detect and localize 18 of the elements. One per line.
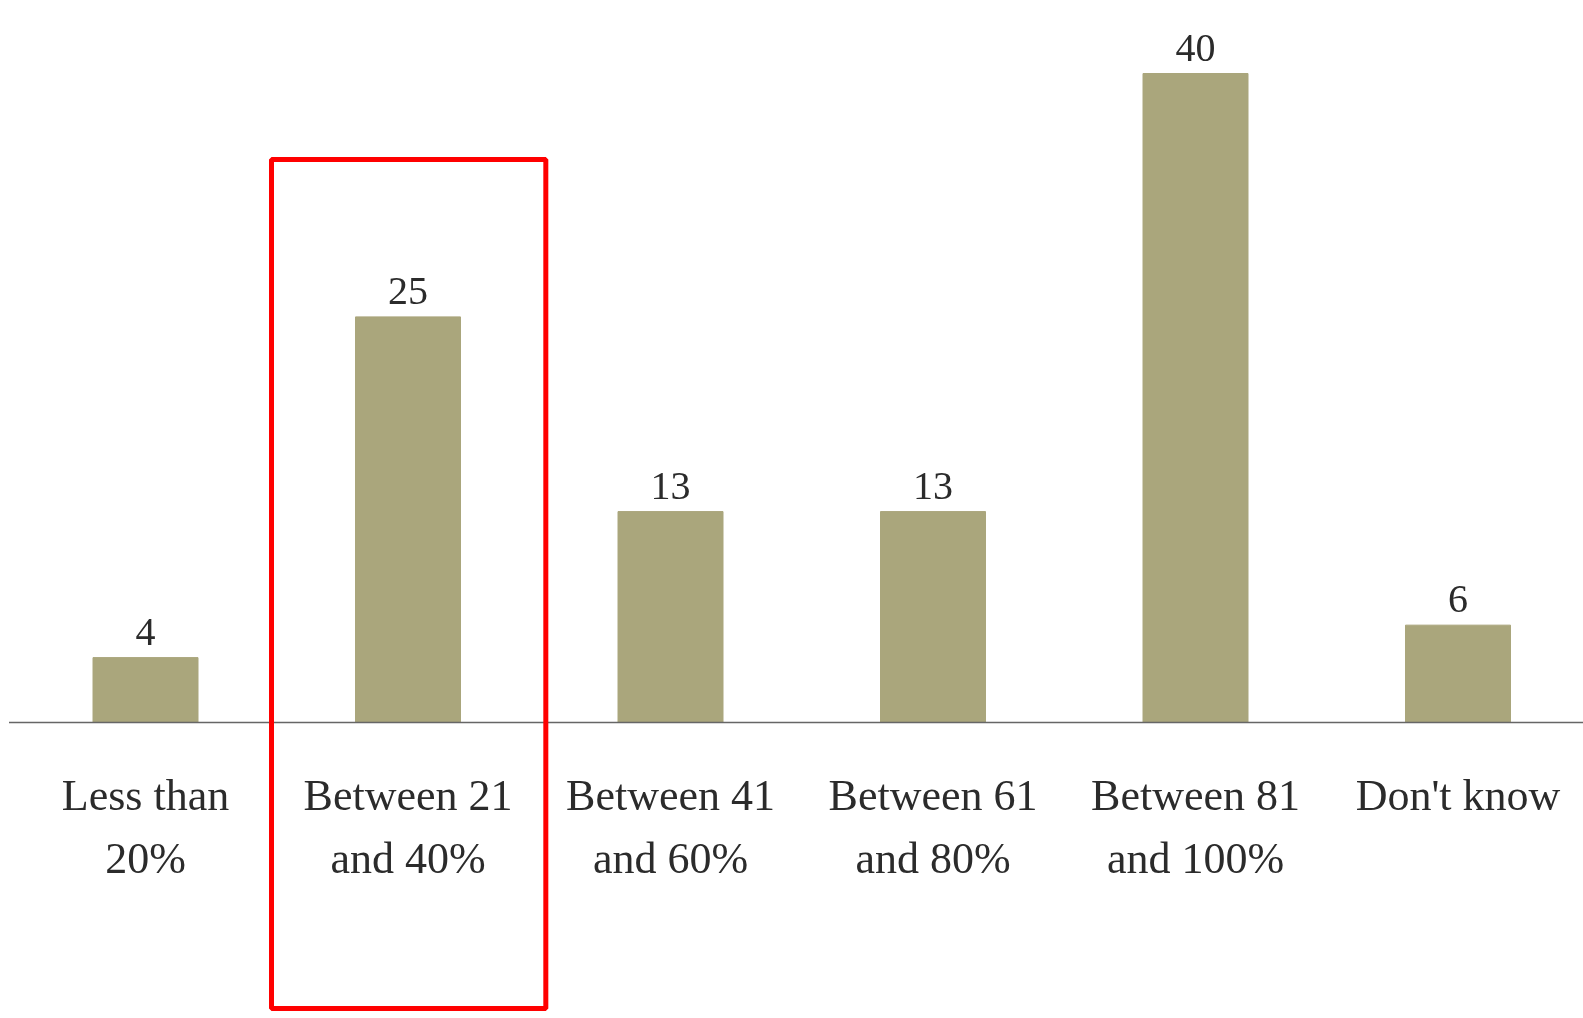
x-tick-label: Between 21 and 40% [303,770,513,884]
bar [617,511,724,723]
x-tick-label: Between 41 and 60% [566,770,775,884]
data-label: 25 [388,267,428,313]
x-tick-label: Between 81 and 100% [1091,770,1300,884]
data-label: 4 [135,608,156,654]
data-label: 40 [1175,24,1216,70]
x-tick-label: Less than 20% [61,770,230,884]
bar [880,511,986,723]
bar [1142,73,1249,723]
bar [92,657,199,723]
data-label: 13 [650,462,691,508]
bar [1405,624,1511,723]
data-label: 6 [1448,576,1468,622]
bar [355,316,461,723]
data-label: 13 [913,462,953,508]
x-tick-label: Between 61 and 80% [828,770,1038,884]
x-tick-label: Don't know [1355,770,1561,820]
